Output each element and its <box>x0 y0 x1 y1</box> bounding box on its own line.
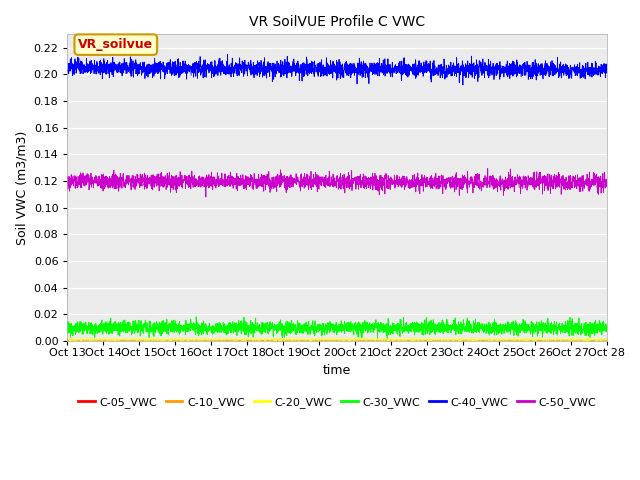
C-30_VWC <box>192 314 200 320</box>
C-50_VWC <box>157 174 164 180</box>
C-10_VWC <box>534 338 541 344</box>
C-20_VWC <box>111 338 118 344</box>
C-40_VWC <box>459 82 467 88</box>
C-05_VWC <box>534 338 541 344</box>
C-40_VWC <box>294 60 301 66</box>
C-10_VWC <box>592 338 600 344</box>
Line: C-50_VWC: C-50_VWC <box>67 168 607 197</box>
C-40_VWC <box>603 64 611 70</box>
C-40_VWC <box>534 61 542 67</box>
C-40_VWC <box>593 68 600 74</box>
Title: VR SoilVUE Profile C VWC: VR SoilVUE Profile C VWC <box>249 15 425 29</box>
C-40_VWC <box>157 67 164 72</box>
C-30_VWC <box>294 330 301 336</box>
C-20_VWC <box>603 337 611 343</box>
C-05_VWC <box>157 338 164 344</box>
C-50_VWC <box>484 166 492 171</box>
C-10_VWC <box>294 338 301 344</box>
C-10_VWC <box>157 338 164 344</box>
C-40_VWC <box>125 66 132 72</box>
Line: C-40_VWC: C-40_VWC <box>67 54 607 85</box>
C-20_VWC <box>157 336 165 342</box>
C-50_VWC <box>202 194 210 200</box>
C-10_VWC <box>270 338 278 344</box>
C-50_VWC <box>125 173 132 179</box>
C-30_VWC <box>271 321 278 327</box>
C-20_VWC <box>593 336 600 342</box>
Line: C-20_VWC: C-20_VWC <box>67 338 607 341</box>
Text: VR_soilvue: VR_soilvue <box>78 38 154 51</box>
C-50_VWC <box>271 182 278 188</box>
C-50_VWC <box>63 175 71 181</box>
C-30_VWC <box>534 325 542 331</box>
C-20_VWC <box>125 337 133 343</box>
C-50_VWC <box>294 179 301 185</box>
C-05_VWC <box>294 338 301 344</box>
C-30_VWC <box>383 336 391 341</box>
C-10_VWC <box>125 338 132 344</box>
C-50_VWC <box>534 176 542 181</box>
Line: C-30_VWC: C-30_VWC <box>67 317 607 338</box>
Legend: C-05_VWC, C-10_VWC, C-20_VWC, C-30_VWC, C-40_VWC, C-50_VWC: C-05_VWC, C-10_VWC, C-20_VWC, C-30_VWC, … <box>74 393 600 412</box>
C-50_VWC <box>593 176 600 182</box>
C-30_VWC <box>63 331 71 337</box>
C-20_VWC <box>63 336 71 342</box>
C-10_VWC <box>63 338 71 344</box>
X-axis label: time: time <box>323 363 351 376</box>
C-30_VWC <box>603 329 611 335</box>
C-20_VWC <box>294 337 301 343</box>
C-05_VWC <box>125 338 132 344</box>
C-30_VWC <box>157 323 164 329</box>
C-20_VWC <box>534 336 542 342</box>
C-50_VWC <box>603 183 611 189</box>
C-05_VWC <box>592 338 600 344</box>
C-20_VWC <box>584 335 591 341</box>
C-30_VWC <box>593 325 600 331</box>
C-40_VWC <box>224 51 232 57</box>
C-40_VWC <box>271 63 278 69</box>
C-05_VWC <box>63 338 71 344</box>
Y-axis label: Soil VWC (m3/m3): Soil VWC (m3/m3) <box>15 131 28 245</box>
C-10_VWC <box>603 338 611 344</box>
C-20_VWC <box>271 337 278 343</box>
C-05_VWC <box>603 338 611 344</box>
C-05_VWC <box>270 338 278 344</box>
C-30_VWC <box>125 328 132 334</box>
C-40_VWC <box>63 69 71 75</box>
